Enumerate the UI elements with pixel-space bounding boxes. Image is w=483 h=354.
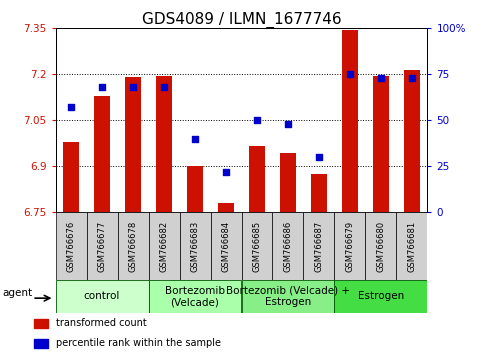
Bar [94, 96, 110, 212]
Text: Bortezomib
(Velcade): Bortezomib (Velcade) [165, 286, 225, 307]
Text: Bortezomib (Velcade) +
Estrogen: Bortezomib (Velcade) + Estrogen [226, 286, 350, 307]
Text: GSM766684: GSM766684 [222, 221, 230, 272]
Bar [334, 280, 427, 313]
Bar [117, 212, 149, 280]
Point [160, 84, 168, 90]
Bar [397, 212, 427, 280]
Text: control: control [84, 291, 120, 302]
Title: GDS4089 / ILMN_1677746: GDS4089 / ILMN_1677746 [142, 12, 341, 28]
Bar [180, 212, 211, 280]
Text: GSM766683: GSM766683 [190, 221, 199, 272]
Text: GSM766678: GSM766678 [128, 221, 138, 272]
Text: transformed count: transformed count [56, 318, 146, 328]
Point [377, 75, 385, 81]
Text: GSM766685: GSM766685 [253, 221, 261, 272]
Text: GSM766687: GSM766687 [314, 221, 324, 272]
Bar [86, 212, 117, 280]
Bar [334, 212, 366, 280]
Bar [242, 280, 334, 313]
Bar [187, 166, 203, 212]
Point [129, 84, 137, 90]
Bar [34, 339, 48, 348]
Bar [34, 319, 48, 327]
Bar [249, 147, 265, 212]
Bar [211, 212, 242, 280]
Text: percentile rank within the sample: percentile rank within the sample [56, 338, 221, 348]
Bar [156, 76, 172, 212]
Text: GSM766680: GSM766680 [376, 221, 385, 272]
Bar [303, 212, 334, 280]
Point [98, 84, 106, 90]
Point [284, 121, 292, 127]
Bar [56, 280, 149, 313]
Bar [272, 212, 303, 280]
Text: GSM766686: GSM766686 [284, 221, 293, 272]
Point [253, 118, 261, 123]
Text: GSM766679: GSM766679 [345, 221, 355, 272]
Bar [149, 212, 180, 280]
Point [346, 72, 354, 77]
Bar [218, 203, 234, 212]
Point [191, 136, 199, 142]
Bar [280, 153, 296, 212]
Bar [56, 212, 86, 280]
Bar [342, 30, 358, 212]
Point [222, 169, 230, 175]
Point [315, 154, 323, 160]
Bar [311, 174, 327, 212]
Point [408, 75, 416, 81]
Bar [63, 142, 79, 212]
Text: GSM766676: GSM766676 [67, 221, 75, 272]
Text: GSM766677: GSM766677 [98, 221, 107, 272]
Text: agent: agent [3, 288, 33, 298]
Bar [373, 76, 389, 212]
Point [67, 105, 75, 110]
Bar [242, 212, 272, 280]
Text: GSM766682: GSM766682 [159, 221, 169, 272]
Bar [366, 212, 397, 280]
Text: Estrogen: Estrogen [358, 291, 404, 302]
Text: GSM766681: GSM766681 [408, 221, 416, 272]
Bar [125, 78, 141, 212]
Bar [404, 70, 420, 212]
Bar [149, 280, 242, 313]
